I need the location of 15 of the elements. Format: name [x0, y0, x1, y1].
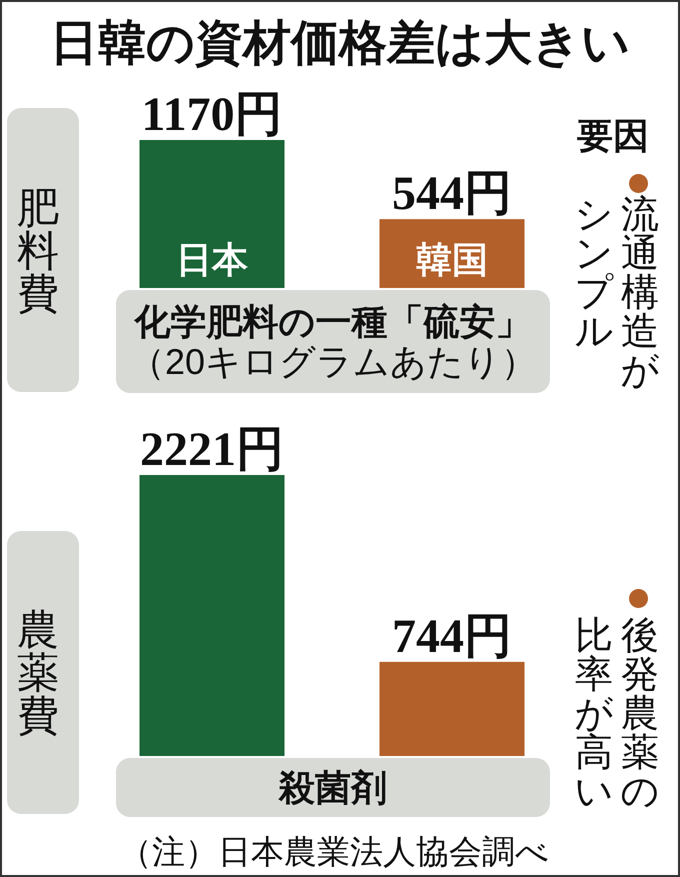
x-axis-title: 殺菌剤: [278, 766, 388, 808]
text: （注）日本農業法人協会調べ: [118, 832, 550, 872]
data-label: 1170円: [141, 88, 283, 141]
data-label: 2221円: [140, 423, 284, 476]
data-label: 544円: [392, 167, 512, 220]
y-axis-title: 肥料費: [16, 184, 60, 316]
text: 流通構造がシンプル: [574, 194, 660, 392]
text: 要因: [577, 114, 650, 158]
chart-title: 日韓の資材価格差は大きい: [49, 16, 631, 72]
x-tick-label: 韓国: [416, 239, 488, 280]
x-axis-title: 化学肥料の一種「硫安」（20キログラムあたり）: [128, 300, 538, 382]
data-label: 744円: [392, 610, 512, 663]
text: 後発農薬の比率が高い: [574, 615, 660, 813]
y-axis-title: 農薬費: [16, 606, 60, 739]
x-tick-label: 日本: [176, 239, 248, 280]
